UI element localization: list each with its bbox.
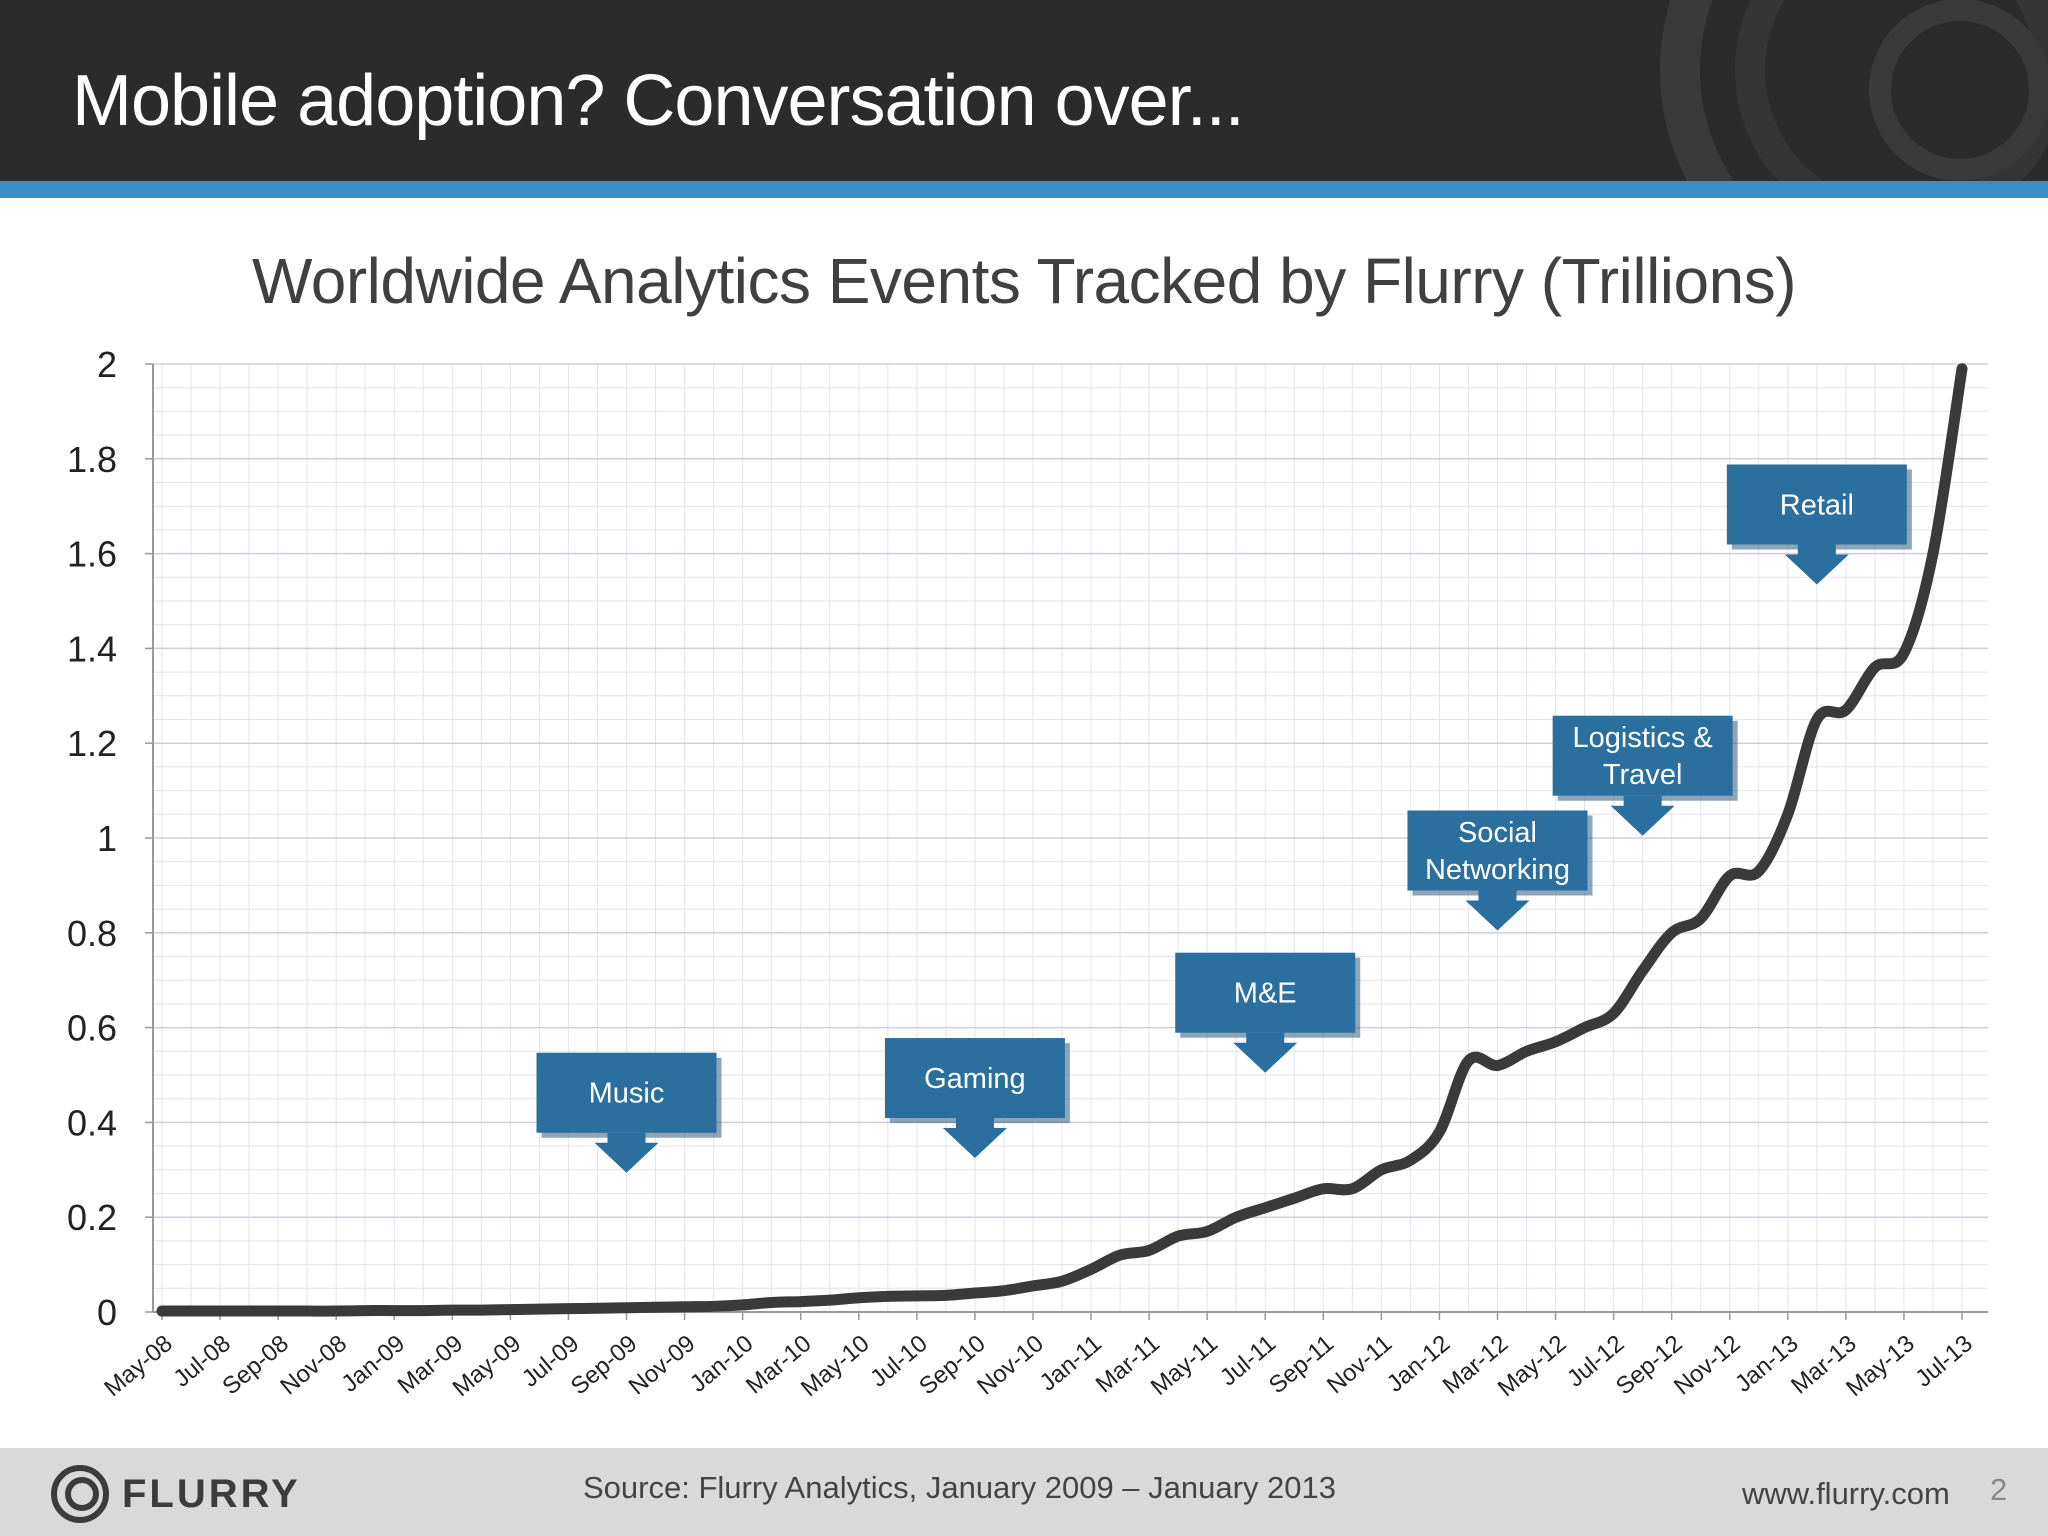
slide-header <box>0 0 2048 181</box>
series-line <box>156 363 1968 1317</box>
callout-box <box>1175 952 1356 1033</box>
x-tick-label: May-08 <box>99 1330 178 1402</box>
x-tick-label: Sep-11 <box>1264 1330 1339 1399</box>
callout-label: Music <box>589 1078 665 1110</box>
y-tick-label: 0.2 <box>67 1197 117 1238</box>
x-tick-label: Sep-12 <box>1611 1330 1688 1400</box>
callout-label: Gaming <box>924 1063 1026 1095</box>
x-tick-label: Nov-12 <box>1669 1330 1746 1400</box>
y-tick-label: 1.2 <box>67 723 117 764</box>
x-tick-label: May-11 <box>1146 1330 1223 1401</box>
callout-arrow-icon <box>1610 795 1675 836</box>
y-tick-label: 1.8 <box>67 439 117 480</box>
callout-arrow-icon <box>1465 890 1530 931</box>
callout-label: Travel <box>1603 759 1683 791</box>
callout-box <box>1552 715 1733 796</box>
callout-box <box>884 1038 1065 1119</box>
callout-arrow-icon <box>942 1118 1007 1159</box>
y-tick-label: 0.4 <box>67 1102 117 1143</box>
header-accent-stripe <box>0 181 2048 198</box>
x-tick-label: Nov-09 <box>624 1330 701 1400</box>
x-tick-label: Jul-13 <box>1910 1330 1977 1393</box>
callout-label: Social <box>1458 817 1537 849</box>
y-tick-label: 2 <box>97 344 117 385</box>
website-link[interactable]: www.flurry.com <box>1742 1476 1950 1511</box>
flurry-logo-icon <box>51 1465 109 1523</box>
brand-wordmark: FLURRY <box>122 1472 301 1516</box>
x-tick-label: Sep-08 <box>217 1330 294 1400</box>
x-tick-label: Nov-11 <box>1322 1330 1397 1399</box>
x-tick-label: Sep-09 <box>566 1330 643 1400</box>
page-number: 2 <box>1990 1472 2008 1507</box>
y-tick-label: 1.4 <box>67 628 117 669</box>
y-tick-label: 0.8 <box>67 913 117 954</box>
x-tick-label: Nov-08 <box>275 1330 352 1400</box>
source-note: Source: Flurry Analytics, January 2009 –… <box>583 1470 1337 1505</box>
callout-label: M&E <box>1234 978 1297 1010</box>
callout-label: Retail <box>1780 490 1854 522</box>
callout-arrow-icon <box>1784 544 1849 585</box>
header-swirl-decoration <box>1660 0 2048 181</box>
callout-arrow-icon <box>594 1132 659 1173</box>
chart-title: Worldwide Analytics Events Tracked by Fl… <box>252 245 1797 317</box>
y-tick-label: 1.6 <box>67 534 117 575</box>
line-chart: 00.20.40.60.811.21.41.61.82May-08Jul-08S… <box>67 344 1988 1402</box>
callout-box <box>536 1052 717 1133</box>
slide-footer <box>0 1448 2048 1536</box>
x-tick-label: Nov-10 <box>972 1330 1049 1400</box>
callout-box <box>1407 810 1588 891</box>
slide-title: Mobile adoption? Conversation over... <box>72 61 1245 141</box>
x-tick-label: Sep-10 <box>914 1330 991 1400</box>
x-tick-label: Jan-11 <box>1035 1330 1107 1397</box>
y-tick-label: 1 <box>97 818 117 859</box>
callout-box <box>1726 464 1907 545</box>
callout-label: Logistics & <box>1573 722 1713 754</box>
y-tick-label: 0 <box>97 1292 117 1333</box>
y-tick-label: 0.6 <box>67 1008 117 1049</box>
callout-label: Networking <box>1425 854 1570 886</box>
callout-arrow-icon <box>1233 1032 1298 1073</box>
